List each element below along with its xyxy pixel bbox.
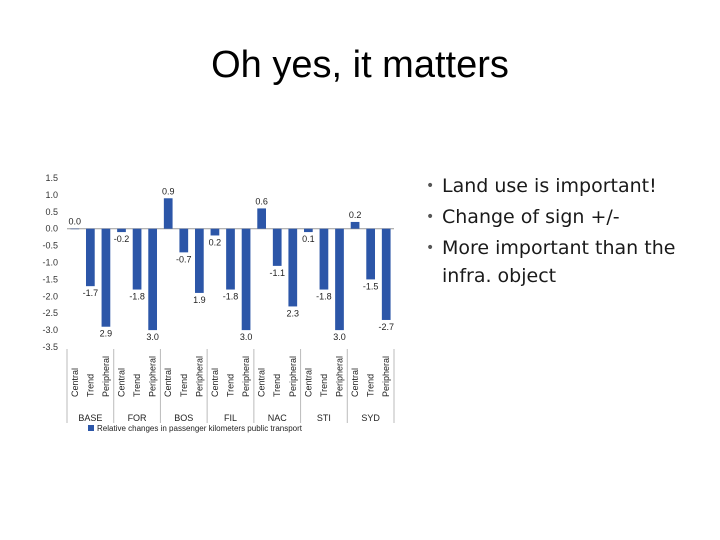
x-group-label: BOS bbox=[174, 413, 193, 423]
x-category-label: Peripheral bbox=[381, 356, 391, 397]
data-label: -0.7 bbox=[176, 254, 192, 264]
x-category-label: Trend bbox=[272, 374, 282, 397]
bar bbox=[366, 228, 376, 280]
bar bbox=[319, 228, 329, 290]
x-category-label: Peripheral bbox=[288, 356, 298, 397]
data-label: 0.9 bbox=[162, 186, 175, 196]
y-tick-label: 0.0 bbox=[45, 224, 58, 234]
bar bbox=[85, 228, 95, 287]
x-group-label: FOR bbox=[128, 413, 147, 423]
legend-swatch bbox=[88, 425, 94, 431]
bullet-text: More important than the infra. object bbox=[442, 237, 676, 287]
bullet-text: Change of sign +/- bbox=[442, 206, 620, 228]
bullet-item: • Land use is important! bbox=[424, 172, 714, 200]
y-tick-label: 0.5 bbox=[45, 207, 58, 217]
y-tick-label: 1.0 bbox=[45, 190, 58, 200]
bar bbox=[148, 228, 158, 331]
data-label: 1.9 bbox=[193, 295, 206, 305]
bar bbox=[335, 228, 344, 331]
data-label: -1.7 bbox=[83, 288, 99, 298]
bar bbox=[381, 228, 391, 320]
data-label: 3.0 bbox=[333, 332, 346, 342]
y-tick-label: -3.0 bbox=[42, 325, 58, 335]
data-label: 3.0 bbox=[240, 332, 253, 342]
data-label: 2.3 bbox=[287, 308, 300, 318]
x-category-label: Central bbox=[350, 368, 360, 397]
bar bbox=[272, 228, 282, 266]
x-group-label: NAC bbox=[268, 413, 288, 423]
bar bbox=[117, 228, 126, 233]
bar bbox=[179, 228, 189, 253]
y-tick-label: -1.5 bbox=[42, 274, 58, 284]
data-label: 0.1 bbox=[302, 234, 315, 244]
bullet-item: • More important than the infra. object bbox=[424, 234, 714, 290]
bar bbox=[226, 228, 235, 290]
y-tick-label: -3.5 bbox=[42, 342, 58, 352]
x-group-label: BASE bbox=[78, 413, 102, 423]
x-category-label: Peripheral bbox=[241, 356, 251, 397]
data-label: 0.2 bbox=[349, 210, 362, 220]
bar bbox=[303, 228, 313, 233]
y-tick-label: 1.5 bbox=[45, 173, 58, 183]
bullet-text: Land use is important! bbox=[442, 175, 657, 197]
data-label: 0.0 bbox=[69, 217, 82, 227]
bar-chart: 1.5 1.0 0.5 0.0 -0.5 -1.0 -1.5 -2.0 -2.5 -3.0 -3.5… bbox=[42, 173, 395, 433]
x-group-label: STI bbox=[317, 413, 331, 423]
bar bbox=[350, 221, 360, 229]
bar bbox=[163, 198, 173, 229]
data-label: 2.9 bbox=[100, 329, 113, 339]
x-category-label: Central bbox=[210, 368, 220, 397]
x-category-label: Central bbox=[257, 368, 267, 397]
x-category-label: Peripheral bbox=[335, 356, 345, 397]
x-category-label: Central bbox=[163, 368, 173, 397]
x-category-label: Trend bbox=[366, 374, 376, 397]
bar bbox=[241, 228, 251, 331]
bar bbox=[257, 208, 267, 229]
data-label: 0.2 bbox=[209, 237, 222, 247]
x-category-label: Central bbox=[70, 368, 80, 397]
bar bbox=[210, 228, 220, 236]
x-category-label: Trend bbox=[132, 374, 142, 397]
bar bbox=[288, 228, 298, 307]
bullet-dot-icon: • bbox=[426, 178, 435, 194]
bar bbox=[194, 228, 204, 293]
x-category-label: Trend bbox=[226, 374, 236, 397]
data-label: -0.2 bbox=[114, 234, 130, 244]
x-category-label: Trend bbox=[85, 374, 95, 397]
data-label: -1.8 bbox=[316, 292, 332, 302]
bar bbox=[132, 228, 142, 290]
legend-label: Relative changes in passenger kilometers… bbox=[97, 424, 303, 433]
y-tick-label: -0.5 bbox=[42, 241, 58, 251]
data-label: 0.6 bbox=[255, 196, 268, 206]
x-category-label: Trend bbox=[319, 374, 329, 397]
slide-title: Oh yes, it matters bbox=[211, 44, 509, 86]
bullet-list: • Land use is important! • Change of sig… bbox=[424, 172, 714, 293]
data-label: -2.7 bbox=[378, 322, 394, 332]
bar bbox=[101, 228, 111, 327]
x-category-label: Peripheral bbox=[148, 356, 158, 397]
bullet-dot-icon: • bbox=[426, 209, 435, 225]
x-category-label: Peripheral bbox=[194, 356, 204, 397]
data-label: -1.1 bbox=[269, 268, 285, 278]
data-label: 3.0 bbox=[146, 332, 159, 342]
bullet-dot-icon: • bbox=[426, 240, 435, 256]
x-category-label: Peripheral bbox=[101, 356, 111, 397]
bullet-item: • Change of sign +/- bbox=[424, 203, 714, 231]
y-tick-label: -2.5 bbox=[42, 308, 58, 318]
x-group-label: FIL bbox=[224, 413, 237, 423]
x-category-label: Central bbox=[303, 368, 313, 397]
x-category-label: Central bbox=[117, 368, 127, 397]
bar bbox=[70, 228, 80, 230]
data-label: -1.8 bbox=[223, 292, 239, 302]
x-group-label: SYD bbox=[361, 413, 380, 423]
y-tick-label: -1.0 bbox=[42, 258, 58, 268]
data-label: -1.8 bbox=[129, 292, 145, 302]
data-label: -1.5 bbox=[363, 281, 379, 291]
y-tick-label: -2.0 bbox=[42, 291, 58, 301]
x-category-label: Trend bbox=[179, 374, 189, 397]
